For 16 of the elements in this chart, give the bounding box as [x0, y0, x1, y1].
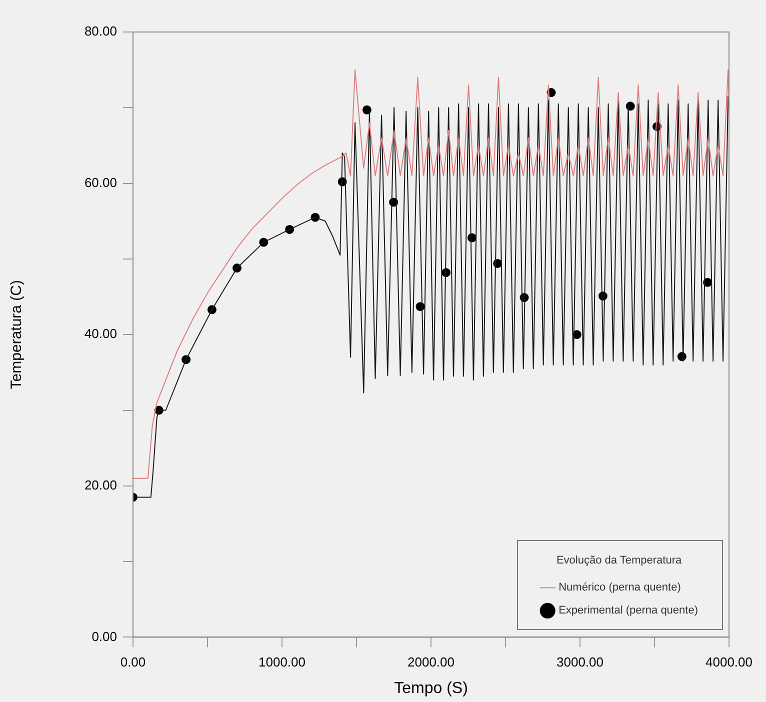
x-tick-label: 4000.00 — [706, 654, 752, 670]
y-tick-label: 20.00 — [84, 477, 117, 492]
y-tick-label: 60.00 — [84, 174, 117, 190]
y-tick-label: 0.00 — [92, 628, 117, 644]
x-axis-title: Tempo (S) — [394, 680, 468, 697]
y-tick-label: 80.00 — [84, 24, 117, 39]
x-tick-label: 2000.00 — [408, 654, 454, 670]
legend-title: Evolução da Temperatura — [556, 554, 682, 567]
legend-label: Numérico (perna quente) — [558, 582, 681, 594]
point — [362, 105, 372, 114]
x-tick-label: 3000.00 — [556, 654, 604, 670]
x-tick-label: 0.00 — [120, 654, 146, 670]
y-tick-label: 40.00 — [84, 326, 117, 342]
y-axis-title: Temperatura (C) — [8, 280, 26, 390]
legend-label: Experimental (perna quente) — [558, 604, 698, 617]
x-tick-label: 1000.00 — [258, 654, 306, 670]
